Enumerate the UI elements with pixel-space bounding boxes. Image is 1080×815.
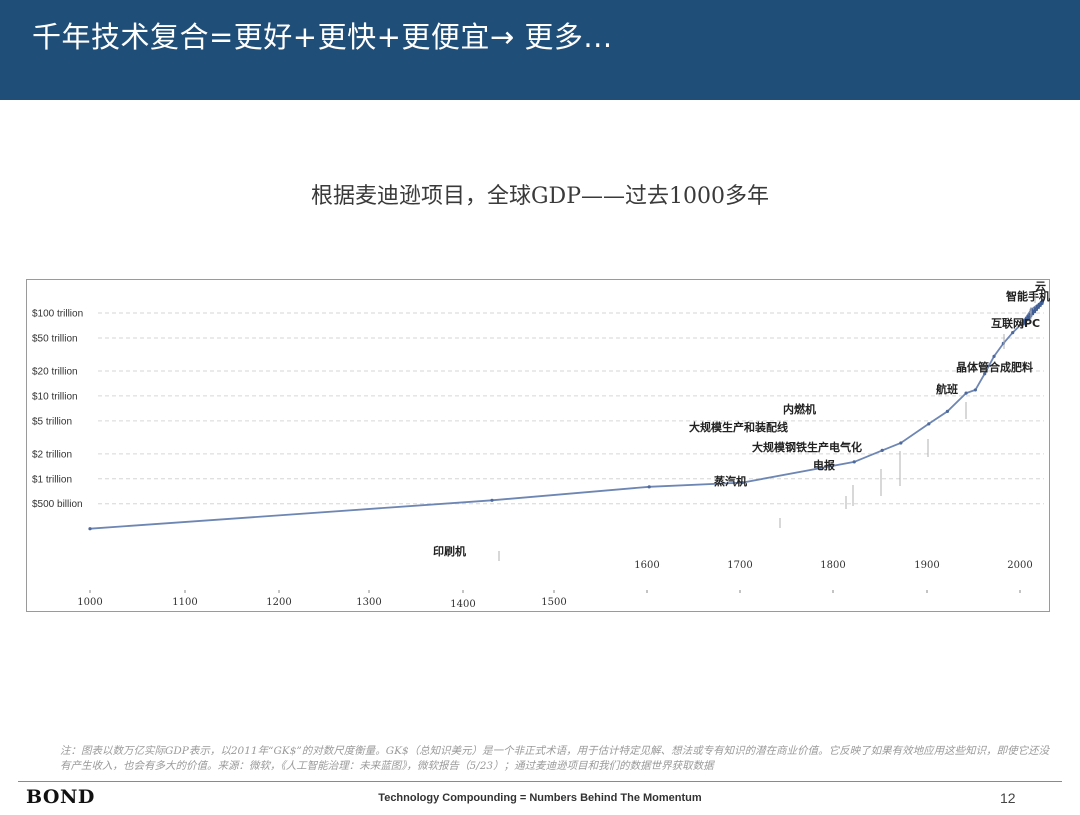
data-point — [964, 391, 968, 395]
gdp-chart: $100 trillion $50 trillion $20 trillion $10… — [32, 280, 1050, 610]
data-point — [647, 485, 651, 489]
data-point — [740, 480, 745, 485]
x-tick-label: 1000 — [77, 597, 102, 608]
annotation-label: 印刷机 — [433, 544, 466, 558]
annotation-label: 晶体管合成肥料 — [956, 360, 1033, 374]
y-tick-label: $10 trillion — [32, 391, 78, 402]
data-point — [1030, 308, 1034, 318]
brand-logo: BOND — [26, 786, 95, 808]
page-number: 12 — [1000, 790, 1016, 806]
x-tick-label: 1600 — [634, 560, 659, 571]
data-point — [992, 354, 996, 358]
data-point — [927, 422, 931, 426]
footer-tagline: Technology Compounding = Numbers Behind … — [378, 792, 702, 804]
data-point — [1034, 304, 1038, 314]
annotation-label: 云 — [1035, 280, 1046, 293]
x-tick-label: 1100 — [172, 597, 197, 608]
data-point — [1011, 331, 1015, 335]
annotation-label: 电报 — [813, 458, 836, 472]
data-point — [1039, 298, 1044, 308]
data-point — [945, 409, 950, 414]
footer-divider — [18, 781, 1062, 782]
chart-frame — [26, 279, 1050, 612]
y-tick-label: $20 trillion — [32, 366, 78, 377]
x-tick-label: 1400 — [450, 599, 475, 610]
chart-title: 根据麦迪逊项目，全球GDP——过去1000多年 — [310, 184, 769, 209]
x-tick-label: 2000 — [1007, 560, 1032, 571]
data-point — [1032, 306, 1036, 316]
data-point — [973, 388, 978, 392]
footnote: 注：图表以数万亿实际GDP表示，以2011年“GK$”的对数尺度衡量。GK$（总… — [60, 745, 1050, 772]
y-tick-label: $500 billion — [32, 499, 83, 510]
data-point — [1021, 319, 1025, 328]
annotation-label: 航班 — [936, 382, 958, 396]
annotation-label: 内燃机 — [783, 402, 816, 416]
data-point — [1041, 296, 1046, 306]
annotation-label: 蒸汽机 — [714, 474, 747, 488]
x-tick-label: 1700 — [727, 560, 752, 571]
data-point — [880, 448, 884, 453]
x-tick-label: 1500 — [541, 597, 566, 608]
y-tick-label: $100 trillion — [32, 309, 83, 320]
x-tick-label: 1300 — [356, 597, 381, 608]
data-point — [1026, 313, 1031, 322]
page-title: 千年技术复合=更好+更快+更便宜→ 更多... — [32, 20, 613, 54]
header-bar: 千年技术复合=更好+更快+更便宜→ 更多... — [0, 0, 1080, 100]
data-point — [899, 441, 903, 445]
y-tick-label: $5 trillion — [32, 416, 72, 427]
y-tick-label: $50 trillion — [32, 333, 78, 344]
data-point — [88, 527, 92, 531]
y-tick-label: $1 trillion — [32, 474, 72, 485]
data-point — [983, 372, 987, 376]
data-point — [1025, 315, 1029, 324]
x-tick-label: 1800 — [820, 560, 845, 571]
annotation-label: 互联网PC — [991, 316, 1040, 330]
x-tick-label: 1900 — [914, 560, 939, 571]
annotation-label: 大规模生产和装配线 — [689, 420, 788, 434]
data-point — [852, 460, 856, 464]
gdp-line — [89, 300, 1044, 530]
annotation-label: 大规模钢铁生产电气化 — [752, 440, 862, 454]
data-point — [1036, 302, 1040, 312]
annotation-label: 智能手机 — [1006, 289, 1050, 303]
x-tick-label: 1200 — [266, 597, 291, 608]
data-point — [490, 498, 494, 502]
data-point — [1038, 300, 1042, 310]
data-point — [1023, 317, 1027, 326]
y-tick-label: $2 trillion — [32, 449, 72, 460]
